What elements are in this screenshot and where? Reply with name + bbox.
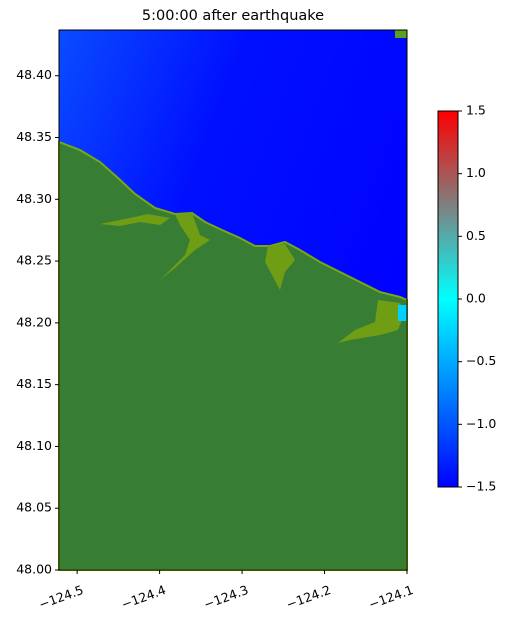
map xyxy=(58,29,408,571)
y-tick-label: 48.35 xyxy=(16,129,52,144)
estuary xyxy=(265,244,295,290)
plot-frame xyxy=(58,29,408,571)
estuary xyxy=(160,213,210,280)
x-tick-label: −124.5 xyxy=(37,582,86,612)
colorbar-tick-label: 0.5 xyxy=(466,228,486,243)
colorbar-tick-label: −0.5 xyxy=(466,353,496,368)
y-tick-label: 48.20 xyxy=(16,314,52,329)
y-tick-label: 48.00 xyxy=(16,562,52,577)
y-tick-label: 48.30 xyxy=(16,191,52,206)
y-tick-label: 48.05 xyxy=(16,500,52,515)
land xyxy=(58,140,408,571)
colorbar-tick-label: 1.0 xyxy=(466,165,486,180)
colorbar-tick-label: 0.0 xyxy=(466,291,486,306)
x-tick-label: −124.3 xyxy=(202,582,251,612)
y-tick-label: 48.10 xyxy=(16,438,52,453)
colorbar-tick-label: −1.5 xyxy=(466,479,496,494)
estuary xyxy=(100,214,170,226)
x-tick-label: −124.4 xyxy=(119,582,168,612)
colorbar-tick-label: 1.5 xyxy=(466,103,486,118)
colorbar-tick-label: −1.0 xyxy=(466,416,496,431)
x-tick-label: −124.2 xyxy=(284,582,333,612)
y-tick-label: 48.40 xyxy=(16,67,52,82)
chart-title: 5:00:00 after earthquake xyxy=(142,8,324,24)
colorbar xyxy=(437,110,459,488)
estuary xyxy=(338,300,405,343)
x-tick-label: −124.1 xyxy=(367,582,416,612)
inundation xyxy=(398,305,407,321)
y-tick-label: 48.25 xyxy=(16,253,52,268)
land xyxy=(395,30,407,38)
y-tick-label: 48.15 xyxy=(16,376,52,391)
